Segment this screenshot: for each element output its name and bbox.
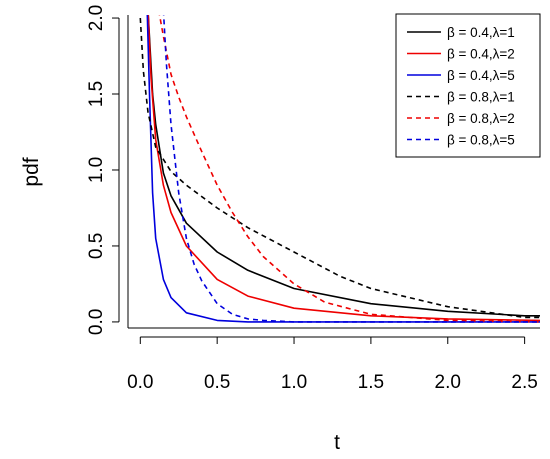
legend-label-5: β = 0.8,λ=2: [447, 111, 515, 126]
y-tick-label: 0.0: [86, 309, 107, 335]
series-line-5: [158, 15, 540, 323]
y-tick-label: 1.5: [86, 81, 107, 107]
y-axis: 0.0 0.5 1.0 1.5 2.0: [86, 5, 120, 335]
x-axis: 0.0 0.5 1.0 1.5 2.0 2.5: [127, 336, 538, 393]
x-tick-label: 2.0: [435, 372, 461, 393]
series-line-6: [162, 15, 540, 323]
y-tick-label: 2.0: [86, 5, 107, 31]
legend-label-3: β = 0.4,λ=5: [447, 68, 515, 83]
series-line-4: [139, 17, 540, 319]
series-line-1: [147, 15, 540, 317]
legend: β = 0.4,λ=1 β = 0.4,λ=2 β = 0.4,λ=5 β = 0.8…: [395, 13, 541, 158]
series-lines: [139, 15, 540, 323]
legend-label-2: β = 0.4,λ=2: [447, 47, 515, 62]
x-tick-label: 0.0: [127, 372, 153, 393]
series-line-3: [146, 15, 540, 323]
y-tick-label: 1.0: [86, 157, 107, 183]
x-tick-label: 1.5: [358, 372, 384, 393]
y-axis-title: pdf: [20, 157, 43, 186]
legend-label-6: β = 0.8,λ=5: [447, 133, 515, 148]
x-tick-label: 0.5: [204, 372, 230, 393]
legend-label-4: β = 0.8,λ=1: [447, 90, 515, 105]
series-line-2: [147, 15, 540, 322]
x-tick-label: 2.5: [511, 372, 537, 393]
y-tick-label: 0.5: [86, 233, 107, 259]
legend-label-1: β = 0.4,λ=1: [447, 25, 515, 40]
x-tick-label: 1.0: [281, 372, 307, 393]
x-axis-title: t: [334, 431, 340, 454]
legend-box: [395, 13, 541, 158]
